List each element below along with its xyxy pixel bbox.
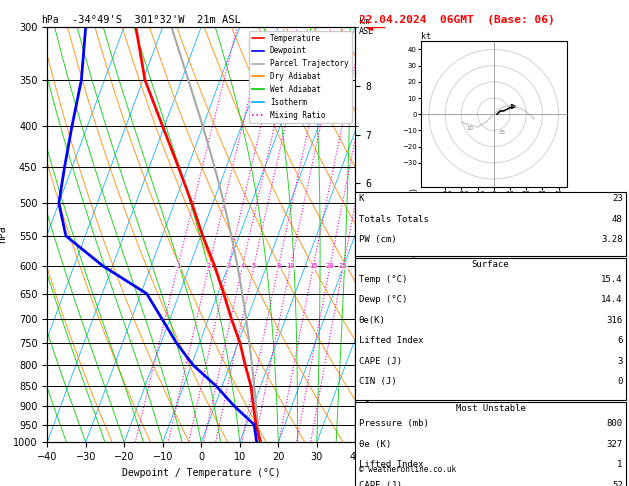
- Text: K: K: [359, 194, 364, 204]
- Text: 15.4: 15.4: [601, 275, 623, 284]
- Text: © weatheronline.co.uk: © weatheronline.co.uk: [359, 465, 455, 474]
- Text: 5: 5: [252, 263, 256, 269]
- Text: 0: 0: [617, 377, 623, 386]
- X-axis label: Dewpoint / Temperature (°C): Dewpoint / Temperature (°C): [122, 468, 281, 478]
- Y-axis label: hPa: hPa: [0, 226, 8, 243]
- Text: 25: 25: [498, 130, 505, 135]
- Text: CAPE (J): CAPE (J): [359, 357, 401, 366]
- Text: 48: 48: [612, 215, 623, 224]
- Text: hPa: hPa: [41, 15, 58, 25]
- Text: km
ASL: km ASL: [359, 17, 374, 36]
- Text: 52: 52: [612, 481, 623, 486]
- Text: 1: 1: [617, 460, 623, 469]
- Text: Surface: Surface: [472, 260, 509, 269]
- Text: θe(K): θe(K): [359, 316, 386, 325]
- Text: Most Unstable: Most Unstable: [455, 404, 526, 414]
- Text: Dewp (°C): Dewp (°C): [359, 295, 407, 305]
- Text: Lifted Index: Lifted Index: [359, 460, 423, 469]
- Text: 316: 316: [606, 316, 623, 325]
- Y-axis label: Mixing Ratio (g/kg): Mixing Ratio (g/kg): [410, 187, 419, 282]
- Text: 1: 1: [175, 263, 180, 269]
- Text: 22.04.2024  06GMT  (Base: 06): 22.04.2024 06GMT (Base: 06): [359, 15, 554, 25]
- Text: CIN (J): CIN (J): [359, 377, 396, 386]
- Text: 8: 8: [276, 263, 281, 269]
- Text: 10: 10: [286, 263, 295, 269]
- Text: 3: 3: [226, 263, 230, 269]
- Legend: Temperature, Dewpoint, Parcel Trajectory, Dry Adiabat, Wet Adiabat, Isotherm, Mi: Temperature, Dewpoint, Parcel Trajectory…: [249, 31, 352, 122]
- Text: 20: 20: [326, 263, 334, 269]
- Text: Pressure (mb): Pressure (mb): [359, 419, 428, 429]
- Text: 10: 10: [466, 126, 473, 131]
- Text: kt: kt: [421, 32, 431, 41]
- Text: 800: 800: [606, 419, 623, 429]
- Text: 15: 15: [309, 263, 318, 269]
- Text: 6: 6: [617, 336, 623, 346]
- Text: 23: 23: [612, 194, 623, 204]
- Text: θe (K): θe (K): [359, 440, 391, 449]
- Text: 327: 327: [606, 440, 623, 449]
- Text: PW (cm): PW (cm): [359, 235, 396, 244]
- Text: Temp (°C): Temp (°C): [359, 275, 407, 284]
- Text: 4: 4: [240, 263, 245, 269]
- Text: -34°49'S  301°32'W  21m ASL: -34°49'S 301°32'W 21m ASL: [72, 15, 241, 25]
- Text: CAPE (J): CAPE (J): [359, 481, 401, 486]
- Text: 3.28: 3.28: [601, 235, 623, 244]
- Text: 25: 25: [339, 263, 347, 269]
- Text: 14.4: 14.4: [601, 295, 623, 305]
- Text: LCL: LCL: [357, 440, 372, 450]
- Text: 3: 3: [617, 357, 623, 366]
- Text: Lifted Index: Lifted Index: [359, 336, 423, 346]
- Text: Totals Totals: Totals Totals: [359, 215, 428, 224]
- Text: 2: 2: [207, 263, 211, 269]
